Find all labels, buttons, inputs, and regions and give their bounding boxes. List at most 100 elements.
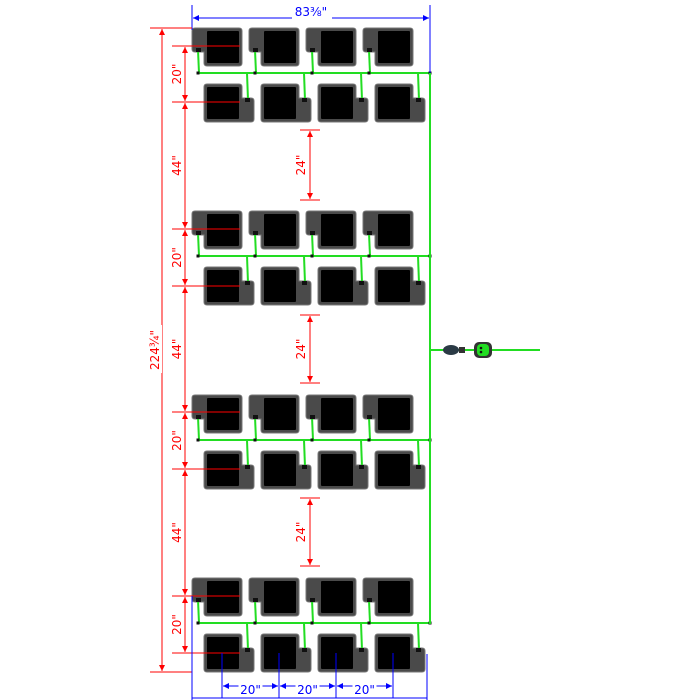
arrowhead — [182, 597, 188, 603]
drip-tube — [360, 622, 363, 651]
pot-reservoir — [378, 31, 410, 63]
arrowhead — [280, 683, 286, 689]
drip-fitting — [416, 98, 421, 102]
label-bg — [171, 614, 184, 635]
drip-tube — [311, 599, 314, 624]
drip-fitting — [196, 231, 201, 235]
drip-tube — [311, 232, 314, 257]
label-bg — [297, 522, 309, 542]
pot — [305, 577, 357, 617]
drip-tube — [303, 439, 306, 468]
drip-tube — [360, 255, 363, 284]
tee-joint — [253, 71, 257, 75]
drip-fitting — [253, 48, 258, 52]
label-bg — [297, 339, 309, 359]
tee-joint — [367, 621, 371, 625]
tee-joint — [196, 71, 200, 75]
aisle-label: 24" — [294, 155, 308, 176]
pot — [305, 210, 357, 250]
drip-tube — [303, 622, 306, 651]
label-bg — [297, 155, 309, 175]
drip-tube — [254, 49, 257, 74]
label-bg — [171, 339, 184, 359]
drip-tube — [368, 599, 371, 624]
valve-handle — [477, 344, 489, 356]
drip-fitting — [310, 231, 315, 235]
pot — [191, 27, 243, 67]
label-bg — [171, 155, 184, 176]
arrowhead — [307, 131, 313, 137]
drip-fitting — [310, 48, 315, 52]
drip-fitting — [196, 598, 201, 602]
valve-dot — [479, 346, 483, 350]
arrowhead — [159, 29, 165, 35]
pot-reservoir — [207, 398, 239, 430]
pot-reservoir — [378, 637, 410, 669]
arrowhead — [386, 683, 392, 689]
pot-reservoir — [378, 454, 410, 486]
arrowhead — [307, 376, 313, 382]
drip-fitting — [196, 48, 201, 52]
pot — [374, 83, 426, 123]
pot-reservoir — [321, 454, 353, 486]
tee-joint — [310, 71, 314, 75]
drip-tube — [368, 232, 371, 257]
arrowhead — [182, 462, 188, 468]
pot-reservoir — [207, 87, 239, 119]
pot — [260, 450, 312, 490]
drip-fitting — [367, 231, 372, 235]
pot — [260, 633, 312, 673]
pot — [260, 266, 312, 306]
drip-tube — [197, 232, 200, 257]
drip-tube — [417, 439, 420, 468]
arrowhead — [329, 683, 335, 689]
arrowhead — [182, 589, 188, 595]
drip-fitting — [245, 98, 250, 102]
pot-spacing-label: 20" — [297, 683, 318, 697]
arrowhead — [182, 470, 188, 476]
pot-reservoir — [264, 87, 296, 119]
drip-fitting — [310, 415, 315, 419]
pot-reservoir — [264, 214, 296, 246]
drip-fitting — [367, 415, 372, 419]
row-spacing-label: 20" — [170, 64, 184, 85]
pot — [248, 27, 300, 67]
pot — [374, 633, 426, 673]
arrowhead — [223, 683, 229, 689]
drip-fitting — [302, 98, 307, 102]
drip-tube — [417, 622, 420, 651]
group-gap-label: 44" — [170, 339, 184, 360]
drip-tube — [417, 255, 420, 284]
drip-fitting — [253, 231, 258, 235]
pot — [248, 210, 300, 250]
label-bg — [171, 247, 184, 268]
arrowhead — [182, 103, 188, 109]
tee-joint — [367, 438, 371, 442]
arrowhead — [307, 499, 313, 505]
tee-joint — [253, 438, 257, 442]
arrowhead — [182, 646, 188, 652]
pot-reservoir — [207, 454, 239, 486]
row-spacing-label: 20" — [170, 430, 184, 451]
drip-fitting — [302, 465, 307, 469]
label-bg — [295, 682, 320, 696]
pot-spacing-label: 20" — [240, 683, 261, 697]
total-width-label: 83⅜" — [295, 5, 327, 19]
pot — [191, 394, 243, 434]
pot — [374, 266, 426, 306]
aisle-label: 24" — [294, 339, 308, 360]
drip-fitting — [416, 281, 421, 285]
pot-reservoir — [264, 398, 296, 430]
pot-reservoir — [207, 581, 239, 613]
pot-reservoir — [264, 581, 296, 613]
arrowhead — [182, 222, 188, 228]
drip-fitting — [253, 415, 258, 419]
drip-tube — [246, 255, 249, 284]
drip-tube — [254, 416, 257, 441]
pot-reservoir — [264, 270, 296, 302]
group-gap-label: 44" — [170, 522, 184, 543]
label-bg — [238, 682, 263, 696]
connector-joint — [459, 347, 465, 353]
pot — [317, 450, 369, 490]
drip-fitting — [302, 281, 307, 285]
